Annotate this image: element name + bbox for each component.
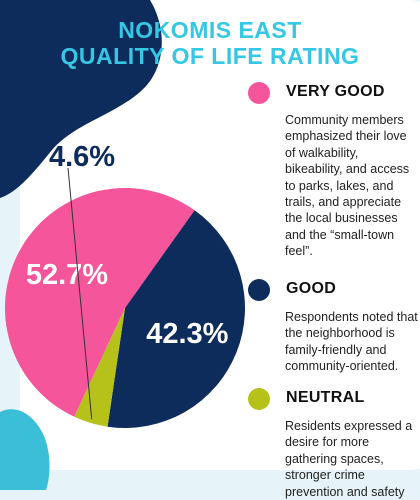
legend-dot-good <box>248 279 270 301</box>
pie-chart: 52.7% 42.3% 4.6% <box>5 141 245 428</box>
chart-title-line-2: QUALITY OF LIFE RATING <box>60 43 360 69</box>
legend-label-neutral: NEUTRAL <box>286 389 365 406</box>
legend-label-very-good: VERY GOOD <box>286 83 385 100</box>
legend-dot-very-good <box>248 82 270 104</box>
pie-slice-very-good <box>5 188 195 417</box>
pie-label-good: 42.3% <box>146 318 228 350</box>
pie-slice-neutral <box>74 308 125 427</box>
cyan-blob <box>0 409 50 490</box>
legend-description-very-good: Community members emphasized their love … <box>285 113 410 259</box>
legend-dot-neutral <box>248 388 270 410</box>
legend-description-neutral: Residents expressed a desire for more ga… <box>285 419 413 499</box>
legend-label-good: GOOD <box>286 280 337 297</box>
pie-label-neutral: 4.6% <box>49 141 115 173</box>
legend-description-good: Respondents noted that the neighborhood … <box>285 310 418 374</box>
pie-slice-good <box>107 210 245 428</box>
navy-blob <box>0 0 162 198</box>
pie-label-very-good: 52.7% <box>26 259 108 291</box>
chart-title-line-1: NOKOMIS EAST <box>118 17 302 43</box>
leader-line-neutral <box>67 167 93 420</box>
